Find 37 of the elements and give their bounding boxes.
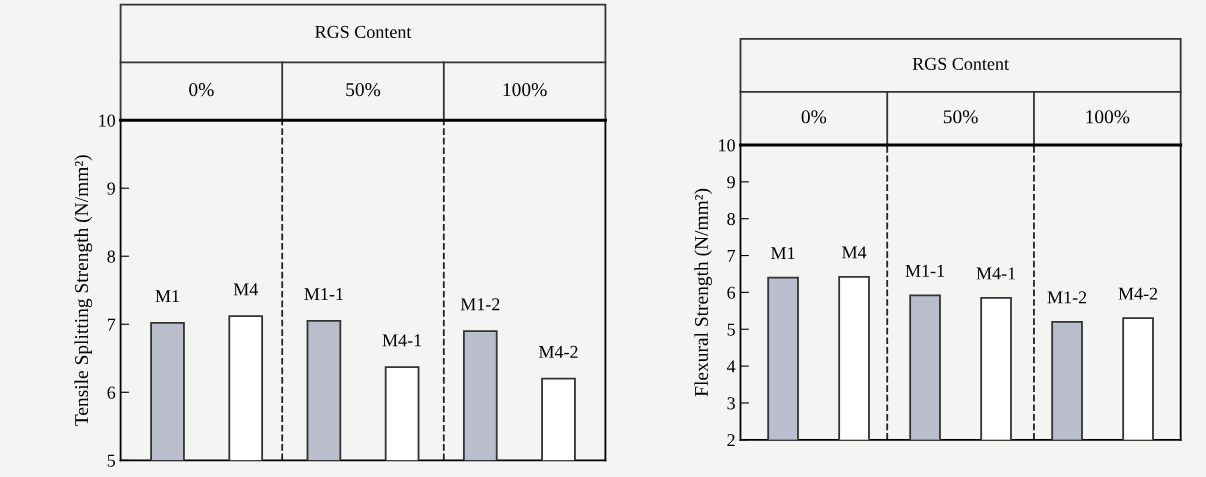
y-tick-label: 8	[107, 250, 116, 263]
y-axis-title: Tensile Splitting Strength (N/mm²)	[74, 155, 93, 426]
category-label: M1-2	[1047, 291, 1087, 304]
y-tick-label: 4	[726, 360, 736, 373]
y-tick-label: 6	[727, 286, 736, 299]
category-label: M1-2	[460, 298, 500, 311]
y-axis-title: Flexural Strength (N/mm²)	[694, 188, 713, 397]
y-tick-label: 6	[107, 386, 116, 399]
y-tick-label: 7	[727, 249, 736, 262]
text: 50%	[346, 83, 381, 97]
y-tick-label: 8	[727, 212, 735, 226]
text: RGS Content	[912, 57, 1009, 70]
text: 100%	[1086, 110, 1130, 124]
y-tick-label: 3	[727, 397, 735, 410]
y-tick-label: 9	[107, 182, 115, 195]
y-tick-label: 5	[727, 323, 735, 336]
category-label: M4-1	[382, 334, 422, 347]
category-label: M1-1	[905, 264, 945, 277]
y-tick-label: 2	[727, 434, 735, 447]
category-label: M4-1	[976, 267, 1016, 280]
text: 100%	[503, 83, 547, 97]
category-label: M1-1	[304, 288, 343, 301]
y-tick-label: 5	[107, 454, 116, 467]
text: RGS Content	[315, 25, 412, 38]
category-label: M4-2	[1118, 287, 1158, 300]
text: 0%	[189, 83, 214, 97]
category-label: M4	[233, 283, 258, 296]
y-tick-label: 10	[719, 139, 735, 152]
y-tick-label: 10	[99, 114, 116, 127]
y-tick-label: 9	[727, 176, 735, 189]
text: 50%	[943, 110, 978, 124]
text: 0%	[801, 110, 827, 124]
category-label: M1	[771, 247, 795, 260]
category-label: M4	[842, 246, 867, 259]
category-label: M4-2	[538, 345, 578, 358]
y-tick-label: 7	[107, 318, 116, 331]
category-label: M1	[155, 290, 179, 303]
